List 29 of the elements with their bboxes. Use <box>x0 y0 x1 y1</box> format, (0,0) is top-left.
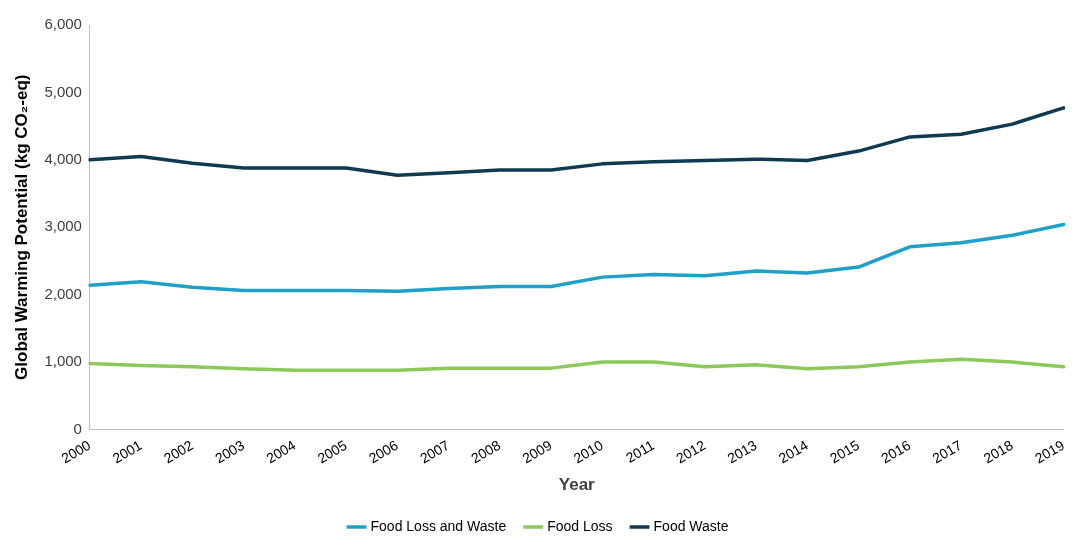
x-tick-label: 2011 <box>623 436 658 466</box>
x-tick-label: 2019 <box>1032 436 1068 467</box>
y-tick-label: 4,000 <box>44 149 82 167</box>
x-tick-label: 2010 <box>570 436 606 467</box>
x-tick-label: 2004 <box>263 436 299 467</box>
x-axis-title: Year <box>558 475 596 495</box>
y-tick-label: 6,000 <box>44 15 82 33</box>
x-tick-label: 2008 <box>468 436 504 467</box>
x-tick-label: 2006 <box>365 436 402 467</box>
x-tick-label: 2005 <box>314 436 350 467</box>
y-tick-label: 5,000 <box>44 82 82 100</box>
x-tick-label: 2013 <box>724 436 760 467</box>
legend-label: Food Waste <box>653 517 729 534</box>
x-tick-label: 2000 <box>58 436 94 467</box>
y-tick-label: 0 <box>73 419 82 437</box>
x-tick-label: 2014 <box>775 436 811 467</box>
legend-label: Food Loss <box>547 517 613 534</box>
x-tick-label: 2018 <box>980 436 1016 467</box>
y-tick-label: 1,000 <box>44 352 82 370</box>
x-tick-label: 2012 <box>673 436 709 467</box>
y-axis-title: Global Warming Potential (kg CO₂-eq) <box>11 74 31 380</box>
y-tick-label: 2,000 <box>44 284 82 302</box>
x-tick-label: 2002 <box>160 436 197 467</box>
y-tick-label: 3,000 <box>44 217 82 235</box>
x-tick-label: 2016 <box>878 436 914 467</box>
x-tick-label: 2009 <box>519 436 555 467</box>
x-tick-label: 2001 <box>109 436 145 467</box>
x-tick-label: 2003 <box>212 436 248 467</box>
legend-label: Food Loss and Waste <box>370 517 507 534</box>
